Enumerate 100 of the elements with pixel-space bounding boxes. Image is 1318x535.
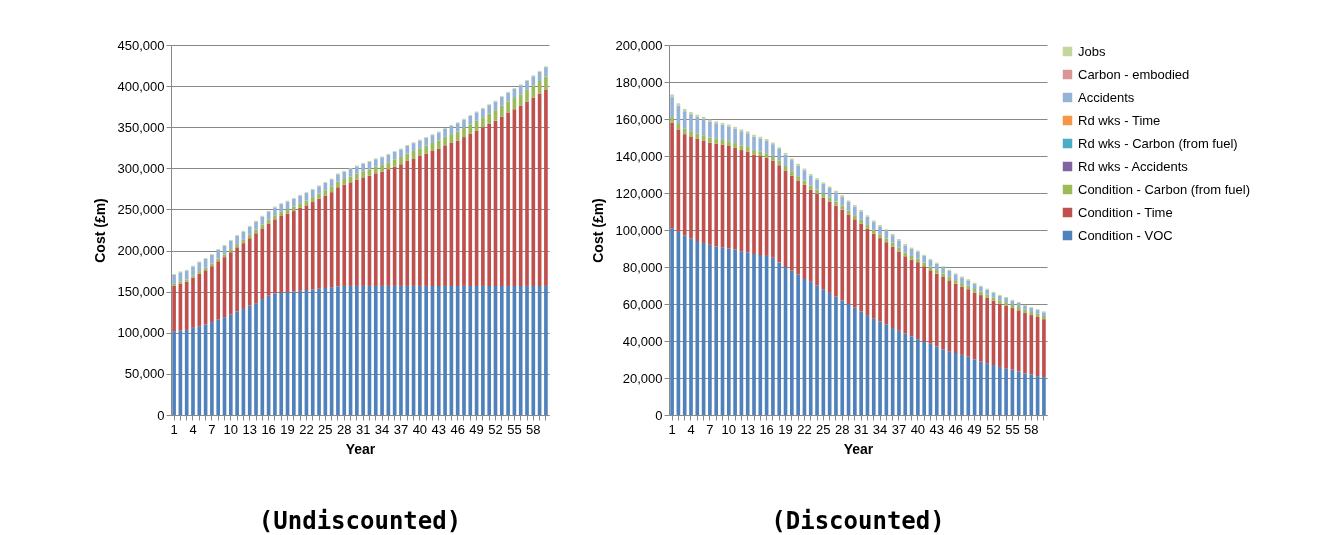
bar [228,249,233,253]
bar [210,322,214,415]
bar [827,197,832,202]
bar [499,105,504,117]
y-tick-label: 200,000 [615,37,663,53]
bar [361,163,365,172]
bar [216,258,221,262]
bar [670,117,674,123]
bar [518,94,523,106]
bar [714,123,719,139]
bar [815,179,819,190]
bar [670,94,674,98]
bar [235,311,239,415]
bar [997,295,1002,301]
bar [689,114,693,132]
legend-label: Rd wks - Carbon (from fuel) [1078,135,1238,151]
bar [796,165,800,177]
x-tick-label: 16 [261,421,276,437]
x-tick-label: 10 [721,421,737,437]
bar [878,226,882,235]
x-tick-label: 22 [299,421,314,437]
bar [468,124,473,134]
bar [745,252,750,415]
bar [758,138,763,152]
x-tick-label: 58 [526,421,541,437]
bar [279,204,284,212]
bar [1023,312,1027,374]
bar [1029,311,1034,316]
bar [254,233,258,304]
x-tick-label: 52 [986,421,1001,437]
bar [878,234,882,239]
bar [455,285,460,415]
bar [525,285,529,415]
bar [184,329,189,415]
bar [317,193,321,199]
bar [960,354,964,415]
bar [853,219,857,308]
bar [424,285,428,415]
bar [808,281,813,415]
bar [531,85,536,98]
x-tick-label: 28 [835,421,850,437]
bar [499,97,504,106]
bar [941,276,945,350]
bar [853,307,857,415]
bar [361,177,365,286]
bar [916,262,920,340]
x-tick-label: 22 [797,421,812,437]
bar [184,279,189,282]
bar [897,330,901,415]
bar [525,101,529,286]
bar [228,252,233,315]
x-tick-label: 31 [853,421,869,437]
bar [518,105,523,286]
bar [953,353,958,415]
bar [298,290,302,415]
bar [342,171,347,180]
bar [871,318,876,415]
bar [771,156,775,161]
bar [436,285,441,415]
bar [1042,312,1046,317]
bar [777,262,782,415]
bar [733,147,737,250]
bar [682,109,687,112]
bar [979,291,983,296]
bar [1042,316,1046,320]
bar [172,283,176,286]
bar [916,258,920,263]
legend-label: Condition - Time [1078,204,1173,220]
bar [247,226,252,235]
bar [695,114,700,117]
bar [443,285,447,415]
y-tick-label: 140,000 [615,148,663,164]
bar [726,248,731,415]
bar [758,254,763,415]
bar [777,148,782,161]
bar [871,229,876,234]
bar [531,76,536,86]
bar [455,123,460,132]
bar [695,241,700,415]
bar [985,294,990,298]
x-tick-label: 43 [431,421,447,437]
bar [443,128,447,137]
bar [424,153,428,286]
bar [355,166,359,174]
bar [758,151,763,156]
x-tick-label: 1 [668,421,676,437]
bar [210,254,214,264]
bar [310,289,315,415]
bar [752,154,756,255]
bar [499,116,504,286]
x-tick-label: 13 [740,421,755,437]
bar [254,229,258,234]
bar [953,274,958,281]
y-axis-title: Cost (£m) [589,198,606,263]
bar [840,196,845,206]
x-tick-label: 34 [374,421,390,437]
bar [481,117,485,128]
y-tick-label: 350,000 [117,119,165,135]
bar [941,349,945,415]
legend-label: Rd wks - Time [1078,112,1161,128]
